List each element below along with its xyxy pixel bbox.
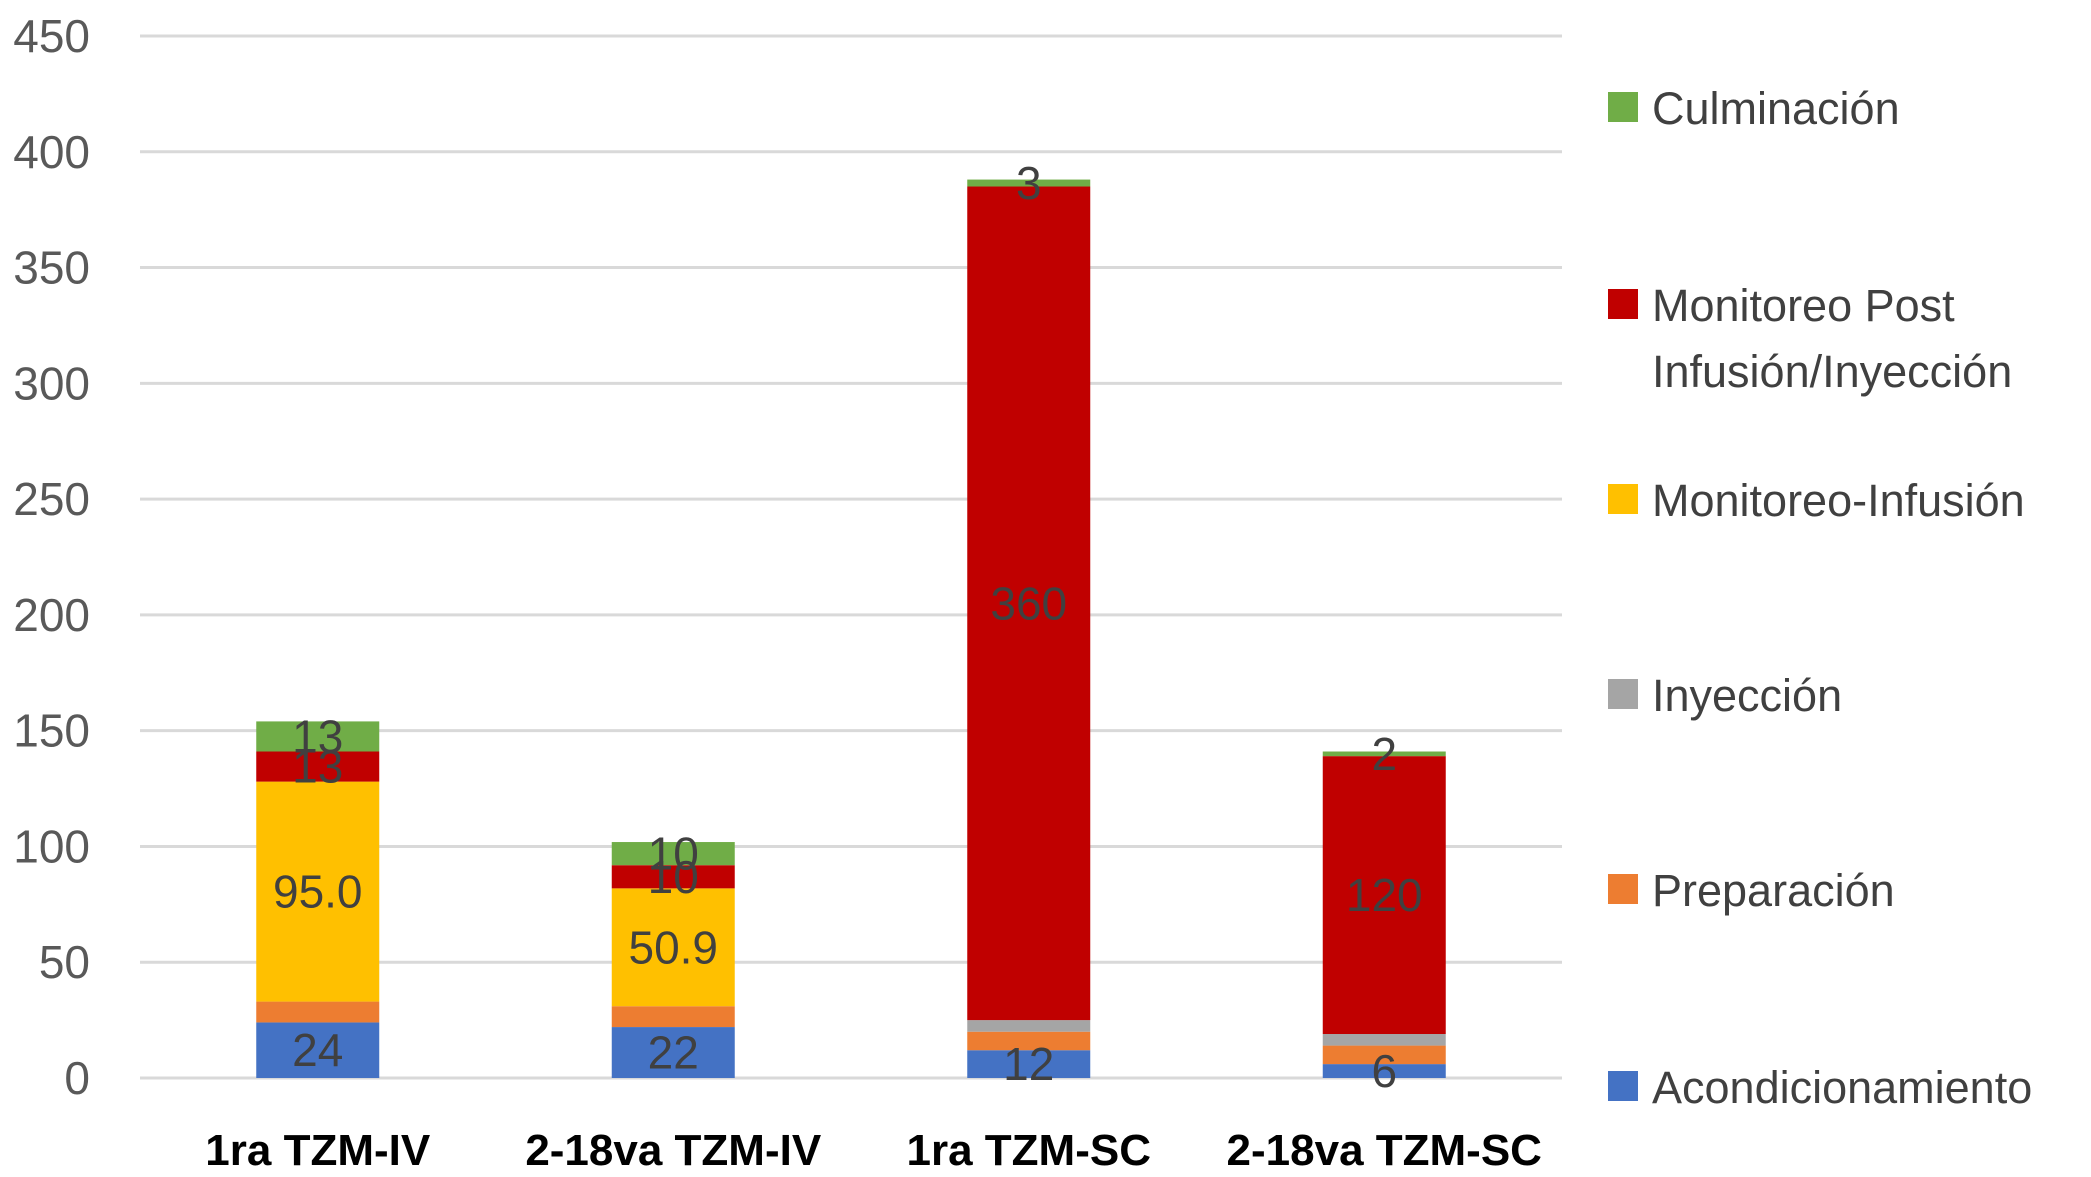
legend-label: Monitoreo Post xyxy=(1652,280,1955,331)
y-tick-label: 350 xyxy=(13,242,90,294)
legend-swatch xyxy=(1608,289,1638,319)
y-axis: 0 50 100 150 200 250 300 350 400 450 xyxy=(13,10,90,1104)
data-label: 3 xyxy=(1016,157,1042,209)
y-tick-label: 200 xyxy=(13,589,90,641)
bar-segment xyxy=(1322,1064,1446,1078)
y-tick-label: 400 xyxy=(13,126,90,178)
x-tick-label: 2-18va TZM-IV xyxy=(525,1126,822,1175)
y-tick-label: 150 xyxy=(13,705,90,757)
legend-swatch xyxy=(1608,92,1638,122)
bar-segment xyxy=(967,1031,1091,1051)
bar-segment xyxy=(1322,1045,1446,1065)
bar-segment xyxy=(256,781,380,1002)
data-label: 22 xyxy=(648,1027,699,1079)
bar-segment xyxy=(1322,1034,1446,1046)
bar-segment xyxy=(256,751,380,782)
data-label: 24 xyxy=(292,1024,343,1076)
data-label: 120 xyxy=(1346,869,1423,921)
bars xyxy=(256,179,1446,1078)
bar-segment xyxy=(256,1001,380,1023)
y-tick-label: 250 xyxy=(13,473,90,525)
y-tick-label: 300 xyxy=(13,357,90,409)
bar-segment xyxy=(611,1006,735,1028)
y-tick-label: 450 xyxy=(13,10,90,62)
bar-segment xyxy=(611,888,735,1007)
data-label: 10 xyxy=(648,828,699,880)
legend-label: Acondicionamiento xyxy=(1652,1062,2032,1113)
x-tick-label: 1ra TZM-SC xyxy=(907,1126,1151,1175)
legend-label: Monitoreo-Infusión xyxy=(1652,475,2025,526)
bar-segment xyxy=(256,1022,380,1078)
y-tick-label: 100 xyxy=(13,820,90,872)
bar-segment xyxy=(967,186,1091,1021)
bar-segment xyxy=(967,1020,1091,1032)
bar-segment xyxy=(611,842,735,866)
data-label: 360 xyxy=(990,577,1067,629)
bar-segment xyxy=(611,1027,735,1078)
y-tick-label: 0 xyxy=(64,1052,90,1104)
bar-segment xyxy=(1322,751,1446,757)
bar-segment xyxy=(967,179,1091,187)
legend-label: Infusión/Inyección xyxy=(1652,346,2012,397)
data-label: 13 xyxy=(292,741,343,793)
legend-swatch xyxy=(1608,874,1638,904)
legend-swatch xyxy=(1608,679,1638,709)
data-label: 95.0 xyxy=(273,866,363,918)
data-label: 13 xyxy=(292,710,343,762)
legend-swatch xyxy=(1608,1071,1638,1101)
x-tick-label: 2-18va TZM-SC xyxy=(1227,1126,1542,1175)
data-label: 50.9 xyxy=(628,921,718,973)
legend-label: Preparación xyxy=(1652,865,1895,916)
legend: Culminación Monitoreo Post Infusión/Inyecc… xyxy=(1608,83,2032,1113)
bar-segment xyxy=(611,865,735,889)
x-tick-label: 1ra TZM-IV xyxy=(205,1126,431,1175)
legend-swatch xyxy=(1608,484,1638,514)
data-label: 10 xyxy=(648,851,699,903)
y-tick-label: 50 xyxy=(39,936,90,988)
bar-segment xyxy=(967,1050,1091,1078)
data-label: 12 xyxy=(1003,1038,1054,1090)
legend-label: Culminación xyxy=(1652,83,1900,134)
x-axis: 1ra TZM-IV 2-18va TZM-IV 1ra TZM-SC 2-18va … xyxy=(205,1126,1542,1175)
legend-label: Inyección xyxy=(1652,670,1842,721)
data-label: 6 xyxy=(1371,1045,1397,1097)
bar-segment xyxy=(1322,756,1446,1035)
bar-segment xyxy=(256,721,380,752)
data-label: 2 xyxy=(1371,728,1397,780)
